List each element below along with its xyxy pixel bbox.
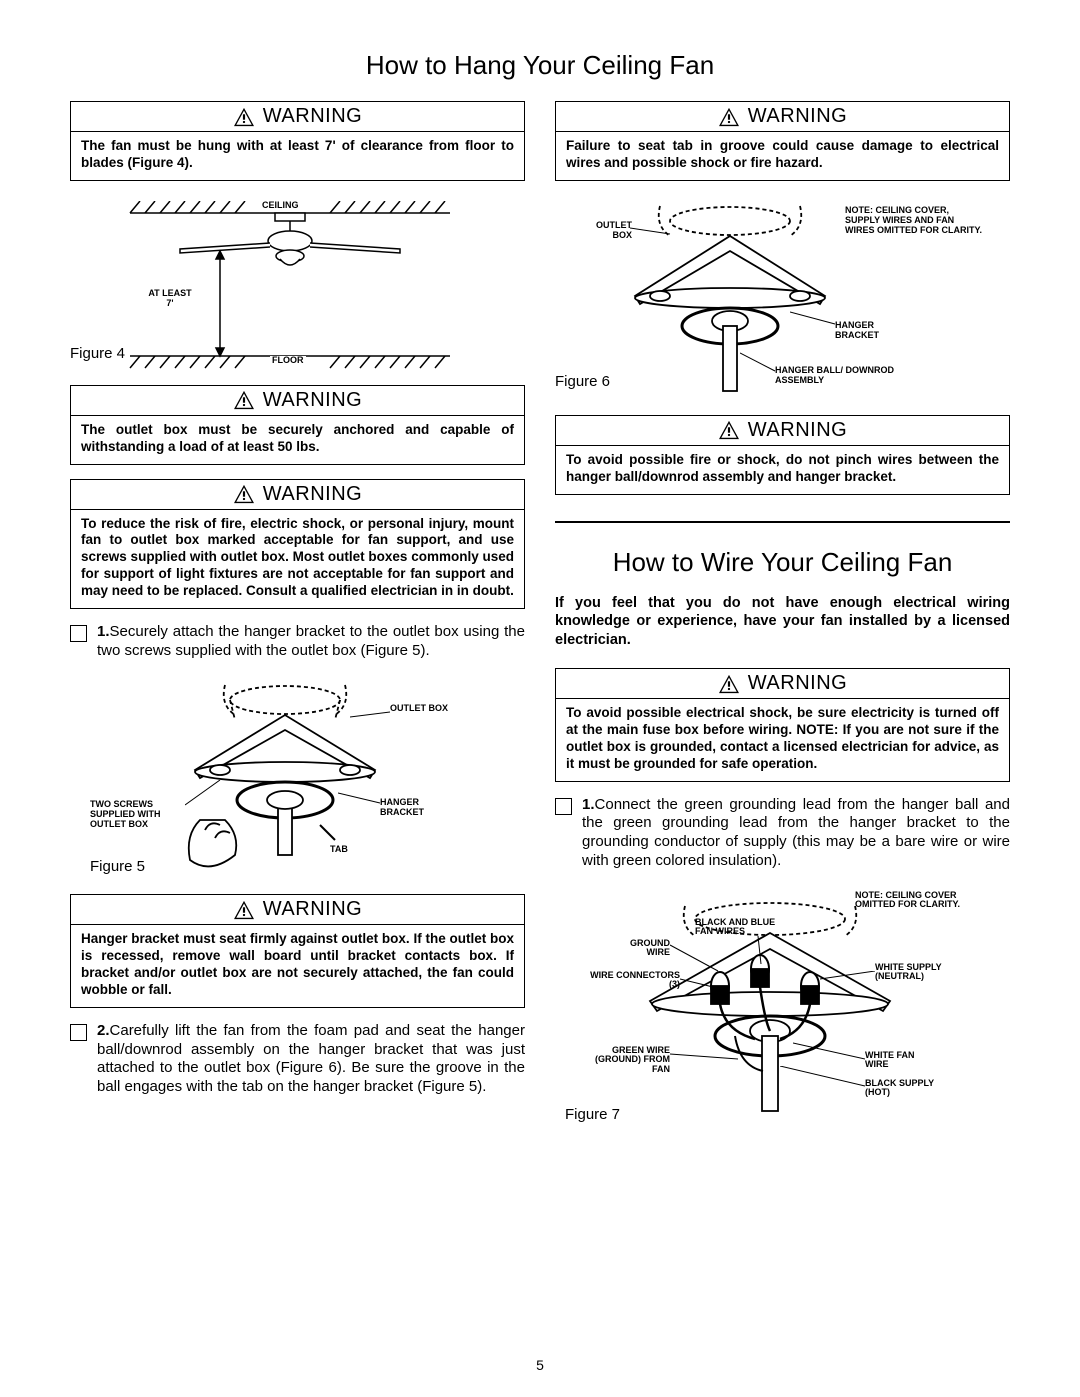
black-supply-annot: BLACK SUPPLY (HOT) xyxy=(865,1079,960,1099)
warning-label: WARNING xyxy=(748,419,847,442)
floor-annot: FLOOR xyxy=(270,356,306,366)
warning-header: WARNING xyxy=(556,102,1009,132)
warning-body-5: Failure to seat tab in groove could caus… xyxy=(556,132,1009,180)
outlet-box-annot-6: OUTLET BOX xyxy=(577,221,632,241)
wire-connectors-annot: WIRE CONNECTORS (3) xyxy=(585,971,680,991)
warning-body-4: Hanger bracket must seat firmly against … xyxy=(71,925,524,1007)
warning-box-5: WARNING Failure to seat tab in groove co… xyxy=(555,101,1010,181)
figure-7-label: Figure 7 xyxy=(565,1106,620,1123)
hanger-bracket-annot: HANGER BRACKET xyxy=(380,798,450,818)
note-cover2-annot: NOTE: CEILING COVER OMITTED FOR CLARITY. xyxy=(855,891,995,911)
warning-label: WARNING xyxy=(748,672,847,695)
warning-header: WARNING xyxy=(71,895,524,925)
step-2-body: Carefully lift the fan from the foam pad… xyxy=(97,1022,525,1095)
white-fan-annot: WHITE FAN WIRE xyxy=(865,1051,940,1071)
warning-label: WARNING xyxy=(263,105,362,128)
checkbox-icon xyxy=(555,798,572,815)
wire-step-1-text: 1.Connect the green grounding lead from … xyxy=(582,796,1010,871)
section-divider xyxy=(555,521,1010,523)
wire-step-1: 1.Connect the green grounding lead from … xyxy=(555,796,1010,871)
note-cover-annot: NOTE: CEILING COVER, SUPPLY WIRES AND FA… xyxy=(845,206,985,236)
page-title: How to Hang Your Ceiling Fan xyxy=(70,50,1010,81)
warning-label: WARNING xyxy=(263,389,362,412)
warning-triangle-icon xyxy=(233,484,255,504)
left-column: WARNING The fan must be hung with at lea… xyxy=(70,101,525,1145)
checkbox-icon xyxy=(70,625,87,642)
warning-body-6: To avoid possible fire or shock, do not … xyxy=(556,446,1009,494)
warning-triangle-icon xyxy=(233,390,255,410)
two-screws-annot: TWO SCREWS SUPPLIED WITH OUTLET BOX xyxy=(90,800,190,830)
warning-triangle-icon xyxy=(233,900,255,920)
warning-label: WARNING xyxy=(263,483,362,506)
warning-box-4: WARNING Hanger bracket must seat firmly … xyxy=(70,894,525,1008)
green-wire-annot: GREEN WIRE (GROUND) FROM FAN xyxy=(590,1046,670,1076)
warning-triangle-icon xyxy=(718,420,740,440)
tab-annot: TAB xyxy=(330,845,348,855)
warning-triangle-icon xyxy=(718,107,740,127)
outlet-box-annot: OUTLET BOX xyxy=(390,704,450,714)
warning-header: WARNING xyxy=(556,416,1009,446)
at-least-annot: AT LEAST 7' xyxy=(145,289,195,309)
warning-triangle-icon xyxy=(718,674,740,694)
warning-triangle-icon xyxy=(233,107,255,127)
warning-header: WARNING xyxy=(71,386,524,416)
black-blue-annot: BLACK AND BLUE FAN WIRES xyxy=(695,918,795,938)
warning-box-1: WARNING The fan must be hung with at lea… xyxy=(70,101,525,181)
wire-step-1-body: Connect the green grounding lead from th… xyxy=(582,796,1010,869)
figure-4-label: Figure 4 xyxy=(70,345,125,362)
checkbox-icon xyxy=(70,1024,87,1041)
step-1: 1.Securely attach the hanger bracket to … xyxy=(70,623,525,661)
figure-4: // generate hatches after DOM load in th… xyxy=(70,201,525,371)
warning-box-2: WARNING The outlet box must be securely … xyxy=(70,385,525,465)
warning-body-1: The fan must be hung with at least 7' of… xyxy=(71,132,524,180)
figure-6-label: Figure 6 xyxy=(555,373,610,390)
warning-box-7: WARNING To avoid possible electrical sho… xyxy=(555,668,1010,782)
right-column: WARNING Failure to seat tab in groove co… xyxy=(555,101,1010,1145)
warning-label: WARNING xyxy=(748,105,847,128)
step-1-body: Securely attach the hanger bracket to th… xyxy=(97,623,525,659)
warning-header: WARNING xyxy=(71,102,524,132)
white-supply-annot: WHITE SUPPLY (NEUTRAL) xyxy=(875,963,965,983)
figure-5: OUTLET BOX TWO SCREWS SUPPLIED WITH OUTL… xyxy=(70,680,525,880)
figure-7: NOTE: CEILING COVER OMITTED FOR CLARITY.… xyxy=(555,891,1010,1131)
step-2-text: 2.Carefully lift the fan from the foam p… xyxy=(97,1022,525,1097)
section-2-intro: If you feel that you do not have enough … xyxy=(555,594,1010,651)
hanger-ball-annot: HANGER BALL/ DOWNROD ASSEMBLY xyxy=(775,366,905,386)
warning-header: WARNING xyxy=(556,669,1009,699)
figure-6: OUTLET BOX NOTE: CEILING COVER, SUPPLY W… xyxy=(555,201,1010,401)
warning-box-6: WARNING To avoid possible fire or shock,… xyxy=(555,415,1010,495)
warning-body-3: To reduce the risk of fire, electric sho… xyxy=(71,510,524,608)
warning-label: WARNING xyxy=(263,898,362,921)
ground-wire-annot: GROUND WIRE xyxy=(615,939,670,959)
warning-header: WARNING xyxy=(71,480,524,510)
warning-body-2: The outlet box must be securely anchored… xyxy=(71,416,524,464)
section-2-title: How to Wire Your Ceiling Fan xyxy=(555,547,1010,578)
figure-5-label: Figure 5 xyxy=(90,858,145,875)
page-number: 5 xyxy=(536,1357,544,1373)
warning-body-7: To avoid possible electrical shock, be s… xyxy=(556,699,1009,781)
ceiling-annot: CEILING xyxy=(260,201,301,211)
step-2: 2.Carefully lift the fan from the foam p… xyxy=(70,1022,525,1097)
step-1-text: 1.Securely attach the hanger bracket to … xyxy=(97,623,525,661)
hanger-bracket-annot-6: HANGER BRACKET xyxy=(835,321,905,341)
warning-box-3: WARNING To reduce the risk of fire, elec… xyxy=(70,479,525,609)
